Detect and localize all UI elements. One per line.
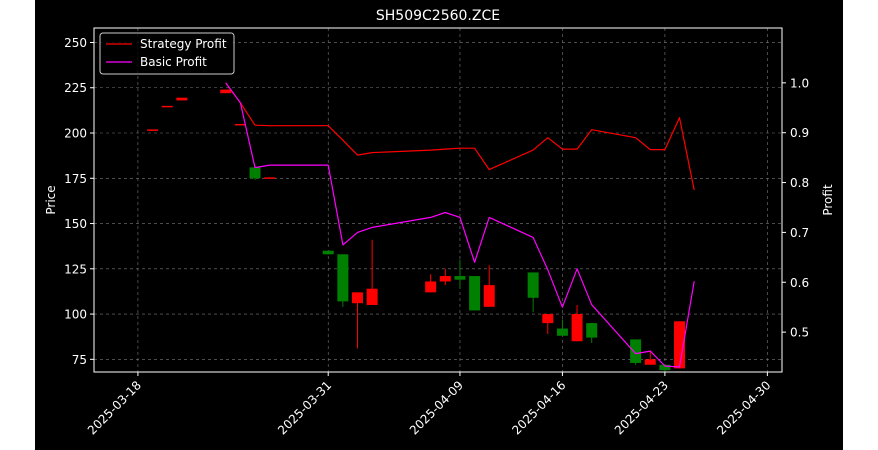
candle-body xyxy=(351,292,363,304)
y-tick-label-left: 150 xyxy=(64,217,87,231)
y-tick-label-left: 75 xyxy=(72,353,87,367)
series-line-basic-profit xyxy=(225,82,695,368)
legend-strategy-label: Strategy Profit xyxy=(140,37,227,51)
y-tick-label-right: 0.5 xyxy=(790,326,809,340)
candle-body xyxy=(483,285,495,307)
y-tick-label-left: 225 xyxy=(64,81,87,95)
y-axis-right: 0.5 0.6 0.7 0.8 0.9 1.0 xyxy=(782,76,809,340)
candle-body xyxy=(630,339,642,363)
y-tick-label-right: 0.6 xyxy=(790,276,809,290)
grid-lines xyxy=(94,28,782,372)
candle-body xyxy=(659,364,671,371)
candle-body xyxy=(571,314,583,342)
candle-body xyxy=(249,167,261,179)
y-tick-label-right: 1.0 xyxy=(790,76,809,90)
candle-body xyxy=(542,314,554,324)
candle-body xyxy=(469,276,481,311)
candle-body xyxy=(147,129,159,131)
candle-body xyxy=(674,321,686,369)
plot-frame xyxy=(93,27,783,373)
y-tick-label-left: 200 xyxy=(64,127,87,141)
y-axis-left: 75 100 125 150 175 200 225 250 xyxy=(64,36,94,367)
profit-lines xyxy=(225,82,695,368)
y-tick-label-left: 125 xyxy=(64,262,87,276)
y-axis-label-left: Price xyxy=(44,185,58,214)
chart-title: SH509C2560.ZCE xyxy=(376,8,500,24)
y-tick-label-right: 0.7 xyxy=(790,226,809,240)
legend: Strategy Profit Basic Profit xyxy=(99,32,235,75)
plot-area xyxy=(94,28,782,372)
legend-box xyxy=(99,32,235,75)
legend-basic-label: Basic Profit xyxy=(140,55,207,69)
candle-body xyxy=(322,250,334,255)
y-axis-label-right: Profit xyxy=(821,184,835,216)
candle-body xyxy=(264,177,276,179)
candlesticks xyxy=(147,89,686,372)
candle-body xyxy=(586,323,598,338)
candle-body xyxy=(556,328,568,336)
candle-body xyxy=(527,272,539,298)
y-tick-label-right: 0.8 xyxy=(790,176,809,190)
y-tick-label-left: 250 xyxy=(64,36,87,50)
candle-body xyxy=(337,254,349,302)
candle-body xyxy=(644,359,656,365)
candle-body xyxy=(234,123,246,126)
candle-body xyxy=(176,97,188,101)
candle-body xyxy=(425,281,437,293)
candle-body xyxy=(220,89,232,94)
series-line-strategy-profit xyxy=(225,82,695,191)
candle-body xyxy=(439,276,451,282)
candle-body xyxy=(366,288,378,306)
y-tick-label-left: 175 xyxy=(64,172,87,186)
candle-body xyxy=(161,105,173,108)
candle-body xyxy=(454,276,466,280)
y-tick-label-right: 0.9 xyxy=(790,126,809,140)
y-tick-label-left: 100 xyxy=(64,308,87,322)
